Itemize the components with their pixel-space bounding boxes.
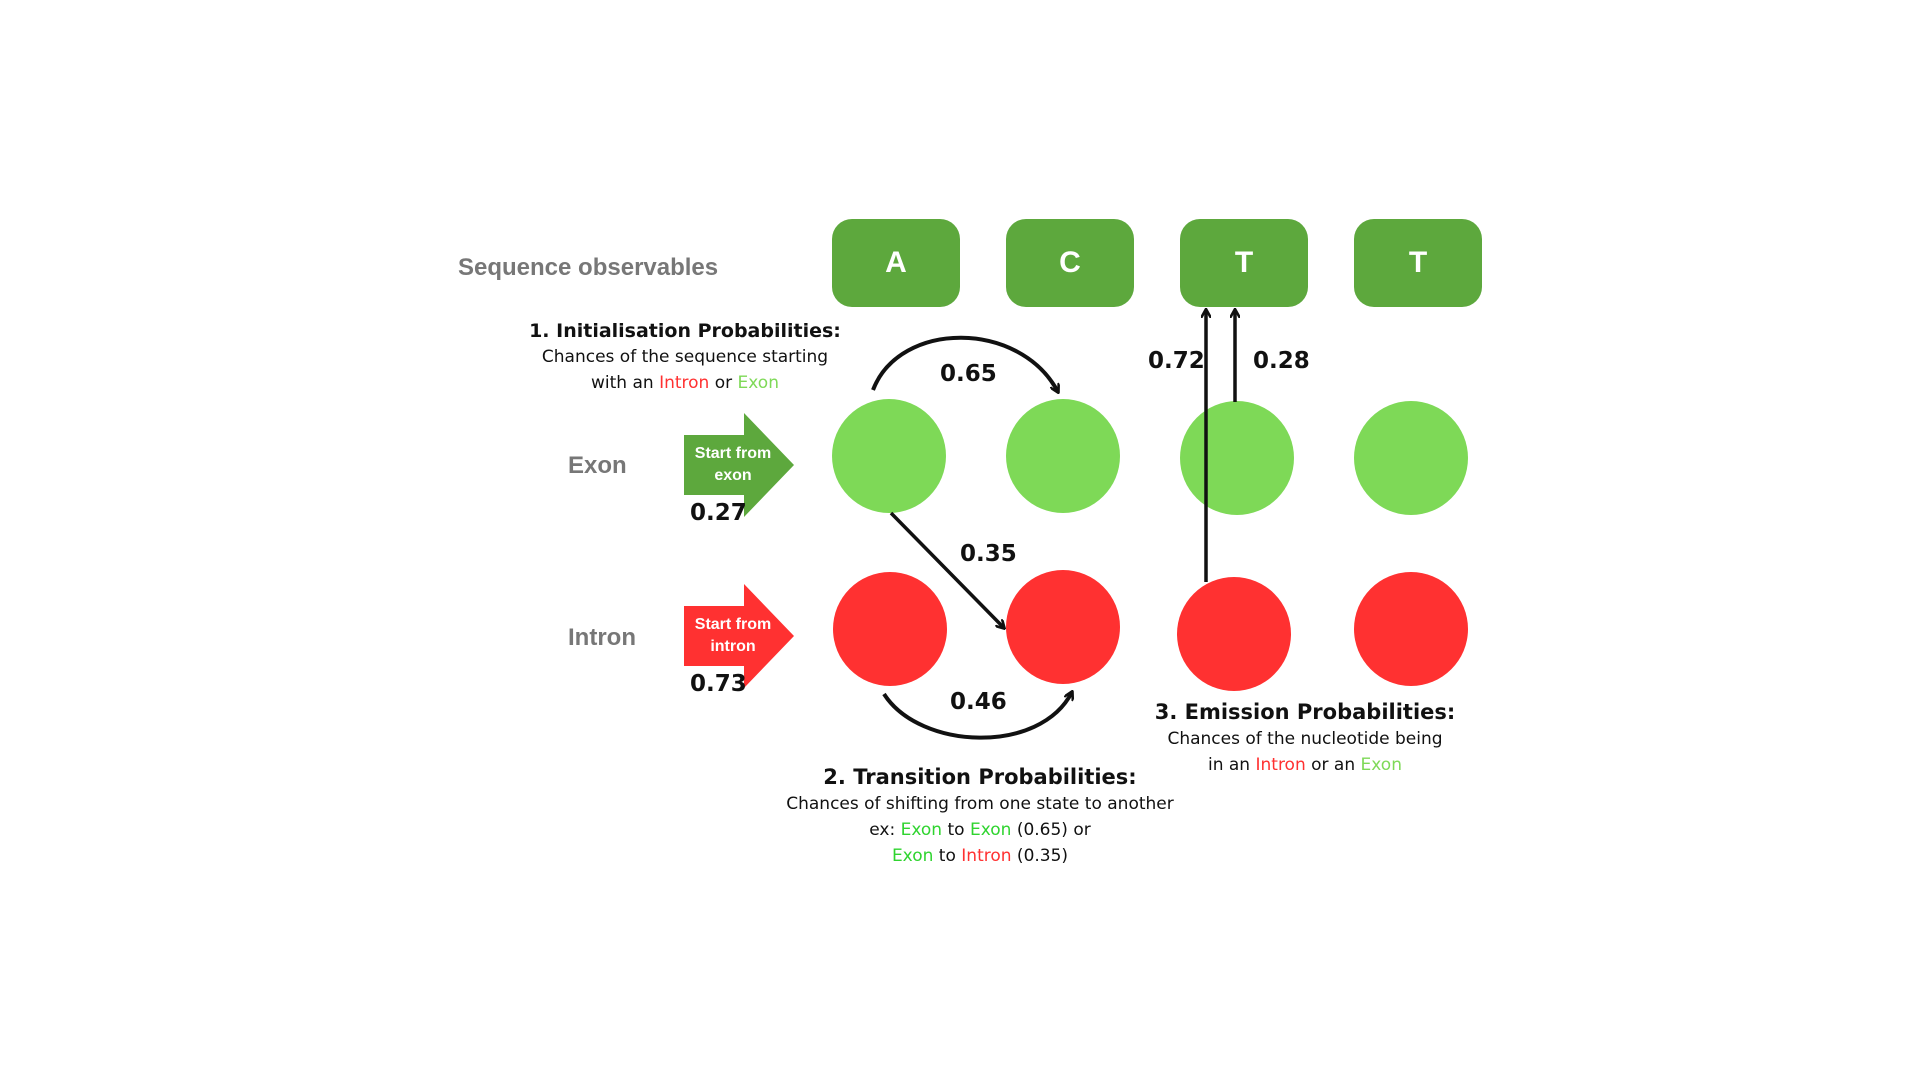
exon-row-label: Exon	[568, 452, 627, 479]
start-from-exon-text: Start from exon	[694, 445, 772, 484]
emission-line2: in an Intron or an Exon	[1207, 755, 1402, 775]
start-from-exon-arrow: Start from exon	[684, 413, 794, 517]
intron-row-label: Intron	[568, 624, 636, 651]
start-from-intron-text: Start from intron	[694, 616, 772, 655]
exon-state-4	[1354, 401, 1468, 515]
start-from-intron-arrow: Start from intron	[684, 584, 794, 688]
sequence-observables-label: Sequence observables	[458, 254, 719, 281]
transition-heading: 2. Transition Probabilities:	[823, 765, 1137, 789]
emission-note: 3. Emission Probabilities: Chances of th…	[1140, 700, 1470, 778]
initialisation-note: 1. Initialisation Probabilities: Chances…	[525, 320, 845, 396]
transition-line2: ex: Exon to Exon (0.65) or	[869, 820, 1091, 840]
exon-state-3	[1180, 401, 1294, 515]
intron-state-1	[833, 572, 947, 686]
intron-state-3	[1177, 577, 1291, 691]
emission-heading: 3. Emission Probabilities:	[1154, 700, 1456, 724]
initialisation-heading: 1. Initialisation Probabilities:	[529, 320, 841, 342]
intron-to-intron-probability: 0.46	[950, 689, 1007, 715]
observable-t-2: T	[1354, 219, 1482, 307]
exon-state-1	[832, 399, 946, 513]
transition-line1: Chances of shifting from one state to an…	[786, 794, 1174, 814]
exon-to-intron-probability: 0.35	[960, 541, 1017, 567]
emission-probability-right: 0.28	[1253, 348, 1310, 374]
intron-state-2	[1006, 570, 1120, 684]
intron-state-4	[1354, 572, 1468, 686]
observable-a: A	[832, 219, 960, 307]
emission-line1: Chances of the nucleotide being	[1167, 729, 1443, 749]
exon-to-exon-probability: 0.65	[940, 361, 997, 387]
transition-note: 2. Transition Probabilities: Chances of …	[760, 765, 1200, 869]
transition-line3: Exon to Intron (0.35)	[891, 846, 1069, 866]
start-exon-probability: 0.27	[690, 500, 747, 526]
observable-c: C	[1006, 219, 1134, 307]
initialisation-line2: with an Intron or Exon	[591, 373, 779, 393]
observable-t-1: T	[1180, 219, 1308, 307]
exon-state-2	[1006, 399, 1120, 513]
emission-probability-left: 0.72	[1148, 348, 1205, 374]
initialisation-line1: Chances of the sequence starting	[541, 347, 829, 367]
start-intron-probability: 0.73	[690, 671, 747, 697]
